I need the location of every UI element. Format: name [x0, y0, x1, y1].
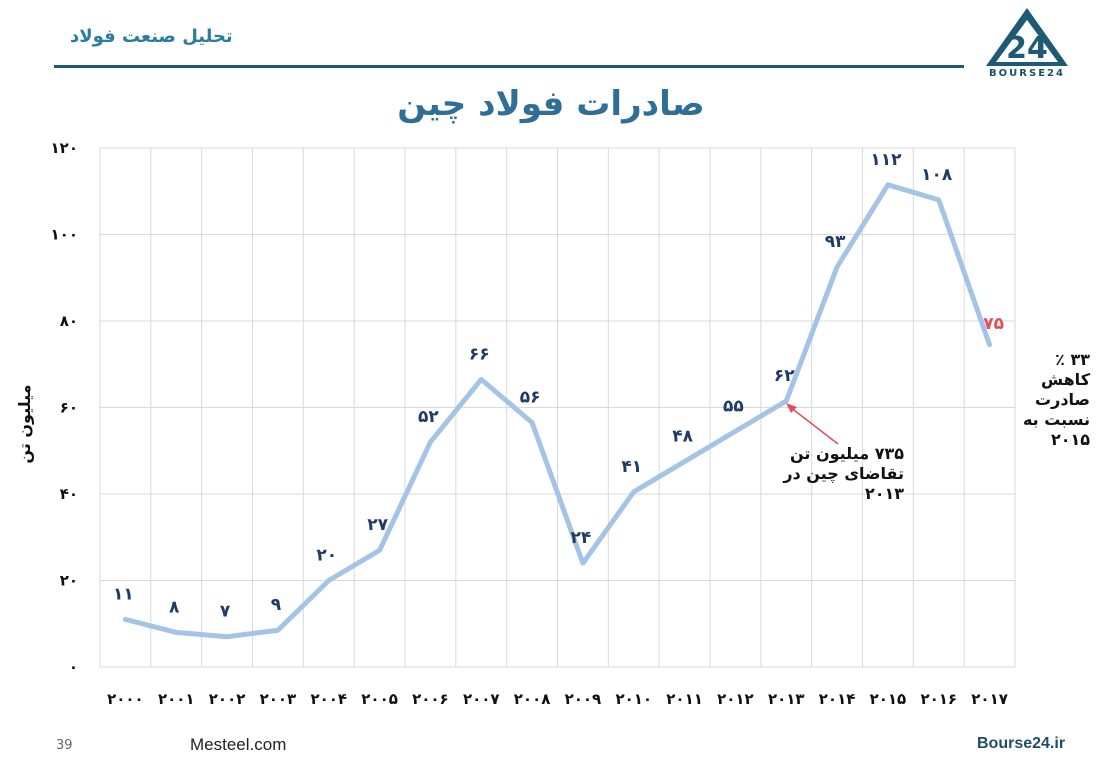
data-label: ۶۲ — [774, 366, 795, 386]
x-tick-label: ۲۰۱۲ — [717, 690, 754, 708]
y-tick-label: ۶۰ — [60, 399, 78, 417]
footer-left-site: Mesteel.com — [190, 735, 287, 754]
x-tick-label: ۲۰۰۹ — [565, 690, 602, 708]
page-number: 39 — [56, 738, 73, 753]
footer-right-site: Bourse24.ir — [977, 735, 1066, 752]
y-tick-label: ۱۰۰ — [51, 226, 78, 244]
annotation-arrowhead — [786, 403, 797, 413]
y-tick-label: ۲۰ — [60, 572, 78, 590]
header-divider — [54, 65, 964, 68]
x-tick-label: ۲۰۰۱ — [158, 690, 195, 708]
data-label: ۹ — [271, 595, 282, 615]
chart-title: صادرات فولاد چین — [397, 84, 705, 124]
data-label: ۹۳ — [825, 232, 846, 252]
data-label: ۴۸ — [672, 427, 693, 447]
data-label: ۷ — [220, 602, 231, 622]
y-tick-label: ۴۰ — [60, 485, 78, 503]
data-label: ۱۰۸ — [921, 165, 953, 185]
tick-label-layer: ۰ ۲۰ ۴۰ ۶۰ ۸۰ ۱۰۰ ۱۲۰ ۲۰۰۰ ۲۰۰۱ ۲۰۰۲ ۲۰۰۳ ۲۰۰۴ ۲۰۰۵ ۲… — [51, 139, 1008, 708]
x-tick-label: ۲۰۰۷ — [463, 690, 500, 708]
annotation-layer — [786, 403, 839, 445]
x-tick-label: ۲۰۱۱ — [666, 690, 703, 708]
data-label: ۴۱ — [621, 457, 642, 477]
data-label: ۱۱ — [113, 584, 134, 604]
y-tick-label: ۰ — [69, 658, 78, 676]
demand-line2: تقاضای چین در ۲۰۱۳ — [783, 464, 904, 503]
data-label: ۵۶ — [520, 388, 541, 408]
x-tick-label: ۲۰۰۵ — [361, 690, 398, 708]
data-label: ۲۴ — [571, 528, 592, 548]
data-label: ۱۱۲ — [870, 150, 902, 170]
bourse24-logo: 24 BOURSE24 — [982, 6, 1072, 86]
annotation-arrow — [789, 406, 839, 445]
decline-note: ۳۳ ٪ کاهش صادرت نسبت به ۲۰۱۵ — [990, 350, 1090, 450]
logo-text: BOURSE24 — [989, 68, 1065, 79]
decline-line2: نسبت به ۲۰۱۵ — [1022, 410, 1090, 449]
x-tick-label: ۲۰۱۳ — [768, 690, 805, 708]
x-tick-label: ۲۰۱۰ — [615, 690, 652, 708]
x-tick-label: ۲۰۱۶ — [920, 690, 957, 708]
y-tick-label: ۸۰ — [60, 312, 78, 330]
x-tick-label: ۲۰۱۴ — [819, 690, 856, 708]
data-label: ۲۷ — [367, 515, 388, 535]
x-tick-label: ۲۰۰۰ — [107, 690, 144, 708]
decline-percent: ۳۳ ٪ — [1055, 350, 1090, 369]
x-tick-label: ۲۰۰۸ — [514, 690, 551, 708]
svg-text:24: 24 — [1006, 31, 1048, 66]
x-tick-label: ۲۰۰۲ — [209, 690, 246, 708]
data-label: ۲۰ — [316, 546, 337, 566]
y-tick-label: ۱۲۰ — [51, 139, 78, 157]
data-label-layer: ۱۱ ۸ ۷ ۹ ۲۰ ۲۷ ۵۲ ۶۶ ۵۶ ۲۴ ۴۱ ۴۸ ۵۵ ۶۲ ۹۳ ۱۱۲ ۱۰۸ ۷۵ — [113, 150, 1004, 622]
header-tag: تحلیل صنعت فولاد — [70, 26, 233, 47]
series-line-layer — [122, 182, 993, 640]
y-axis-label: میلیون تن — [15, 384, 34, 463]
demand-line1: ۷۳۵ میلیون تن — [789, 444, 904, 463]
x-tick-label: ۲۰۰۴ — [310, 690, 347, 708]
series-line — [122, 182, 993, 640]
x-tick-label: ۲۰۰۶ — [412, 690, 449, 708]
data-label: ۵۵ — [723, 396, 744, 416]
x-tick-label: ۲۰۱۷ — [971, 690, 1008, 708]
demand-note: ۷۳۵ میلیون تن تقاضای چین در ۲۰۱۳ — [744, 444, 904, 504]
decline-line1: کاهش صادرت — [1035, 370, 1090, 409]
data-label: ۸ — [169, 597, 180, 617]
data-label: ۷۵ — [983, 314, 1004, 334]
grid-layer — [99, 147, 1016, 668]
x-tick-label: ۲۰۱۵ — [870, 690, 907, 708]
data-label: ۵۲ — [418, 407, 439, 427]
x-tick-label: ۲۰۰۳ — [260, 690, 297, 708]
bourse24-logo-mark: 24 — [986, 8, 1068, 66]
data-label: ۶۶ — [469, 344, 490, 364]
